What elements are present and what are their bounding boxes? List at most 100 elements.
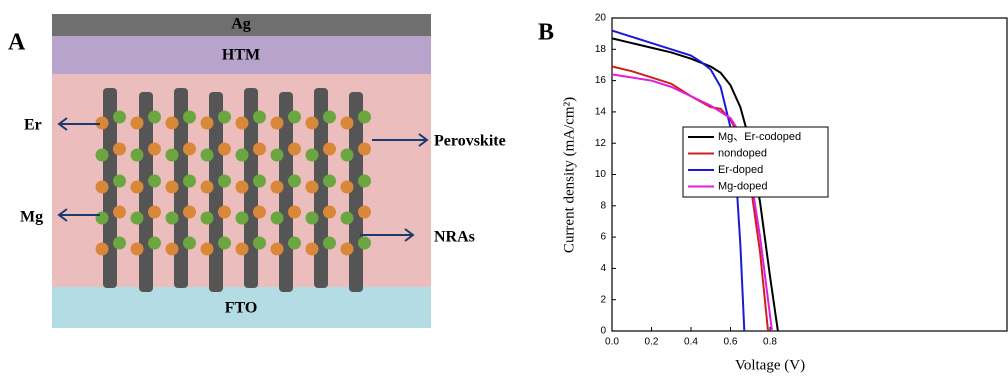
y-tick-label: 14 [595, 107, 607, 118]
legend: Mg、Er-codoped nondoped Er-doped Mg-doped [682, 126, 829, 198]
particle [148, 205, 161, 219]
particle [218, 236, 231, 250]
particle [200, 180, 214, 194]
particle [288, 174, 301, 188]
particle [165, 242, 179, 256]
particle [235, 148, 249, 162]
particle [183, 236, 196, 250]
legend-label: Mg、Er-codoped [718, 131, 801, 143]
particle [305, 180, 319, 194]
particle [165, 180, 179, 194]
particle [288, 142, 301, 156]
particle [305, 242, 319, 256]
particle [95, 148, 109, 162]
particle [358, 236, 371, 250]
particle [235, 180, 249, 194]
fto-layer [52, 287, 431, 328]
particle [288, 236, 301, 250]
y-axis-label: Current density (mA/cm²) [561, 97, 577, 253]
particle [288, 110, 301, 124]
particle [130, 116, 144, 130]
particle [218, 174, 231, 188]
particle [183, 142, 196, 156]
particle [270, 180, 284, 194]
particle [270, 148, 284, 162]
nanorod [174, 88, 188, 288]
particle [130, 242, 144, 256]
layer-label: FTO [225, 300, 258, 317]
particle [323, 205, 336, 219]
particle [200, 211, 214, 225]
particle [323, 236, 336, 250]
particle [288, 205, 301, 219]
particle [165, 211, 179, 225]
particle [113, 205, 126, 219]
particle [183, 110, 196, 124]
particle [270, 116, 284, 130]
particle [253, 142, 266, 156]
particle [200, 242, 214, 256]
particle [130, 148, 144, 162]
particle [235, 242, 249, 256]
particle [358, 205, 371, 219]
x-tick-label: 0.8 [763, 337, 777, 348]
nanorod [103, 88, 117, 288]
particle [183, 205, 196, 219]
particle [340, 242, 354, 256]
particle [113, 236, 126, 250]
particle [358, 174, 371, 188]
particle [218, 205, 231, 219]
particle [358, 142, 371, 156]
y-tick-label: 18 [595, 44, 607, 55]
particle [95, 180, 109, 194]
particle [235, 211, 249, 225]
legend-box [682, 126, 829, 198]
particle [235, 116, 249, 130]
label: Er [24, 117, 42, 134]
y-tick-label: 12 [595, 138, 607, 149]
arrows [57, 117, 429, 242]
particle [305, 211, 319, 225]
particle [148, 142, 161, 156]
htm-layer [52, 36, 431, 74]
y-tick-label: 6 [600, 232, 606, 243]
particle [95, 116, 109, 130]
x-tick-label: 0.6 [724, 337, 738, 348]
diagram: A Ag HTM FTO Er Mg Perovskite NRAs [8, 14, 506, 328]
particle [130, 180, 144, 194]
x-axis-label: Voltage (V) [735, 357, 805, 373]
particle [323, 110, 336, 124]
particle [113, 174, 126, 188]
particle [270, 211, 284, 225]
particle [253, 174, 266, 188]
particle [200, 116, 214, 130]
particle [253, 110, 266, 124]
particle [95, 211, 109, 225]
particle [305, 116, 319, 130]
series-line [611, 37, 779, 332]
nanorod [314, 88, 328, 288]
x-tick-label: 0.4 [684, 337, 698, 348]
y-tick-label: 16 [595, 75, 607, 86]
y-tick-label: 10 [595, 169, 607, 180]
particle [305, 148, 319, 162]
particle [340, 148, 354, 162]
particle [95, 242, 109, 256]
particle [340, 116, 354, 130]
label: NRAs [434, 229, 475, 246]
nanorods [95, 88, 371, 292]
y-tick-label: 8 [600, 200, 606, 211]
layer-label: Ag [231, 16, 251, 33]
series-line [611, 65, 770, 332]
particle [218, 142, 231, 156]
x-tick-label: 0.2 [645, 337, 659, 348]
particle [113, 110, 126, 124]
panel-label: A [8, 30, 26, 56]
y-tick-label: 4 [600, 263, 606, 274]
y-tick-label: 2 [600, 294, 606, 305]
particle [323, 174, 336, 188]
series-line [611, 73, 773, 332]
layer-label: HTM [222, 47, 260, 64]
